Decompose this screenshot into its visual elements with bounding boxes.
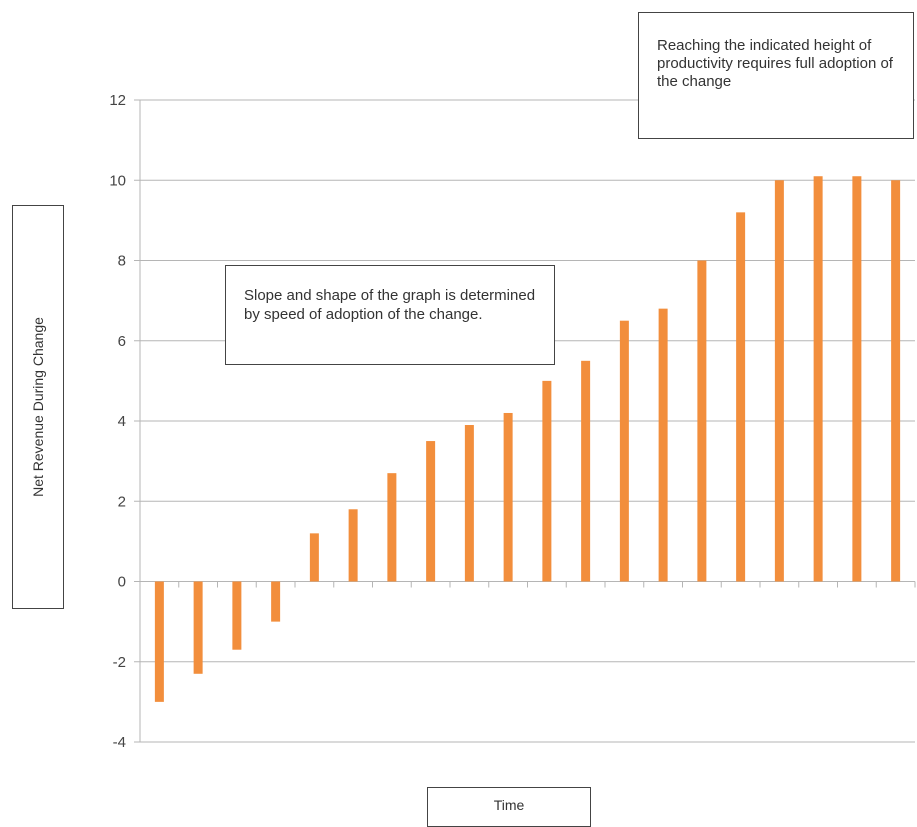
y-tick-label: 4	[118, 413, 126, 430]
bar	[193, 581, 203, 674]
bar	[271, 581, 281, 622]
annotation-box-slope: Slope and shape of the graph is determin…	[225, 265, 555, 365]
x-axis	[140, 581, 916, 588]
y-tick-label: 0	[118, 574, 126, 591]
y-tick-label: 12	[109, 92, 126, 109]
gridlines	[134, 99, 915, 743]
annotation-text-productivity: Reaching the indicated height of product…	[657, 37, 893, 90]
bar	[232, 581, 242, 650]
y-tick-label: 2	[118, 493, 126, 510]
annotation-text-slope: Slope and shape of the graph is determin…	[244, 287, 536, 323]
bar	[774, 180, 784, 582]
bar	[619, 320, 629, 582]
y-tick-label: -2	[113, 654, 126, 671]
annotation-box-productivity: Reaching the indicated height of product…	[638, 12, 914, 139]
bar	[736, 212, 746, 582]
y-axis-label-box: Net Revenue During Change	[12, 205, 64, 609]
y-tick-label: 8	[118, 253, 126, 270]
bar	[542, 380, 552, 582]
bars	[154, 176, 901, 702]
bar	[581, 360, 591, 582]
bar	[464, 425, 474, 582]
y-axis-label: Net Revenue During Change	[30, 317, 46, 497]
y-tick-labels: -4 -2 0 2 4 6 8 10 12	[109, 92, 126, 751]
bar	[387, 473, 397, 582]
x-axis-label-box: Time	[427, 787, 591, 827]
x-axis-label: Time	[493, 797, 525, 813]
bar	[348, 509, 358, 582]
bar	[503, 412, 513, 582]
bar	[891, 180, 901, 582]
bar	[813, 176, 823, 582]
y-tick-label: 10	[109, 172, 126, 189]
bar	[697, 260, 707, 582]
bar	[852, 176, 862, 582]
y-tick-label: 6	[118, 333, 126, 350]
bar	[658, 308, 668, 582]
bar	[154, 581, 164, 702]
y-tick-label: -4	[113, 734, 126, 751]
bar	[426, 441, 436, 582]
bar	[309, 533, 319, 582]
